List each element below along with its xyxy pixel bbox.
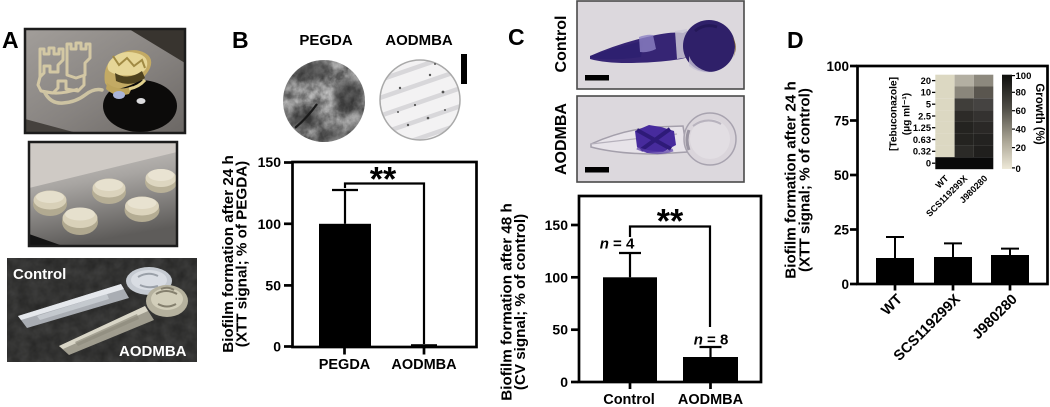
svg-text:2.5: 2.5 xyxy=(918,111,931,121)
svg-text:Biofilm formation after 48 h: Biofilm formation after 48 h xyxy=(499,203,516,400)
svg-text:0: 0 xyxy=(273,339,281,355)
svg-text:20: 20 xyxy=(921,76,931,86)
svg-text:100: 100 xyxy=(826,59,849,74)
svg-text:PEGDA: PEGDA xyxy=(319,357,371,373)
svg-text:PEGDA: PEGDA xyxy=(299,32,353,49)
svg-text:(XTT signal; % of PEGDA): (XTT signal; % of PEGDA) xyxy=(233,161,250,347)
svg-text:AODMBA: AODMBA xyxy=(678,392,744,407)
svg-text:40: 40 xyxy=(1016,124,1027,135)
svg-text:150: 150 xyxy=(545,217,569,233)
svg-text:100: 100 xyxy=(545,269,569,285)
svg-text:AODMBA: AODMBA xyxy=(391,357,457,373)
svg-text:75: 75 xyxy=(834,113,850,128)
svg-text:60: 60 xyxy=(1016,106,1027,117)
svg-text:(µg ml⁻¹): (µg ml⁻¹) xyxy=(902,93,913,135)
svg-text:0: 0 xyxy=(926,159,931,169)
svg-text:Growth (%): Growth (%) xyxy=(1033,83,1045,144)
svg-text:WT: WT xyxy=(879,291,906,318)
svg-text:1.25: 1.25 xyxy=(913,123,931,133)
svg-text:5: 5 xyxy=(926,100,931,110)
svg-text:0.32: 0.32 xyxy=(913,147,931,157)
svg-text:(XTT signal; % of control): (XTT signal; % of control) xyxy=(797,88,814,272)
svg-text:50: 50 xyxy=(834,168,849,183)
svg-text:**: ** xyxy=(657,203,684,241)
svg-text:A: A xyxy=(2,27,19,53)
svg-text:0: 0 xyxy=(841,277,849,292)
svg-text:Biofilm formation after 24 h: Biofilm formation after 24 h xyxy=(783,81,800,278)
svg-text:D: D xyxy=(787,27,804,53)
svg-text:B: B xyxy=(232,27,249,53)
svg-text:Control: Control xyxy=(13,266,66,283)
svg-text:50: 50 xyxy=(265,277,281,293)
svg-text:(CV signal; % of control): (CV signal; % of control) xyxy=(512,214,529,390)
svg-text:10: 10 xyxy=(921,88,931,98)
svg-text:150: 150 xyxy=(258,154,282,170)
svg-text:0: 0 xyxy=(560,374,568,390)
svg-text:n = 8: n = 8 xyxy=(694,332,729,349)
svg-text:0: 0 xyxy=(1016,164,1021,175)
svg-text:AODMBA: AODMBA xyxy=(553,103,570,175)
svg-text:Biofilm formation after 24 h: Biofilm formation after 24 h xyxy=(220,155,237,352)
svg-text:Control: Control xyxy=(553,16,570,73)
svg-text:n = 4: n = 4 xyxy=(600,236,635,253)
svg-text:100: 100 xyxy=(258,216,282,232)
svg-text:Control: Control xyxy=(603,392,655,407)
svg-text:C: C xyxy=(508,24,525,50)
svg-text:50: 50 xyxy=(552,322,568,338)
svg-text:AODMBA: AODMBA xyxy=(385,32,453,49)
svg-text:25: 25 xyxy=(834,222,850,237)
svg-text:100: 100 xyxy=(1016,71,1032,82)
svg-text:80: 80 xyxy=(1016,88,1027,99)
svg-text:20: 20 xyxy=(1016,143,1027,154)
svg-text:**: ** xyxy=(370,161,397,199)
svg-text:J980280: J980280 xyxy=(970,292,1021,343)
svg-text:AODMBA: AODMBA xyxy=(119,343,187,360)
svg-text:[Tebuconazole]: [Tebuconazole] xyxy=(889,77,900,151)
svg-text:0.63: 0.63 xyxy=(913,135,931,145)
